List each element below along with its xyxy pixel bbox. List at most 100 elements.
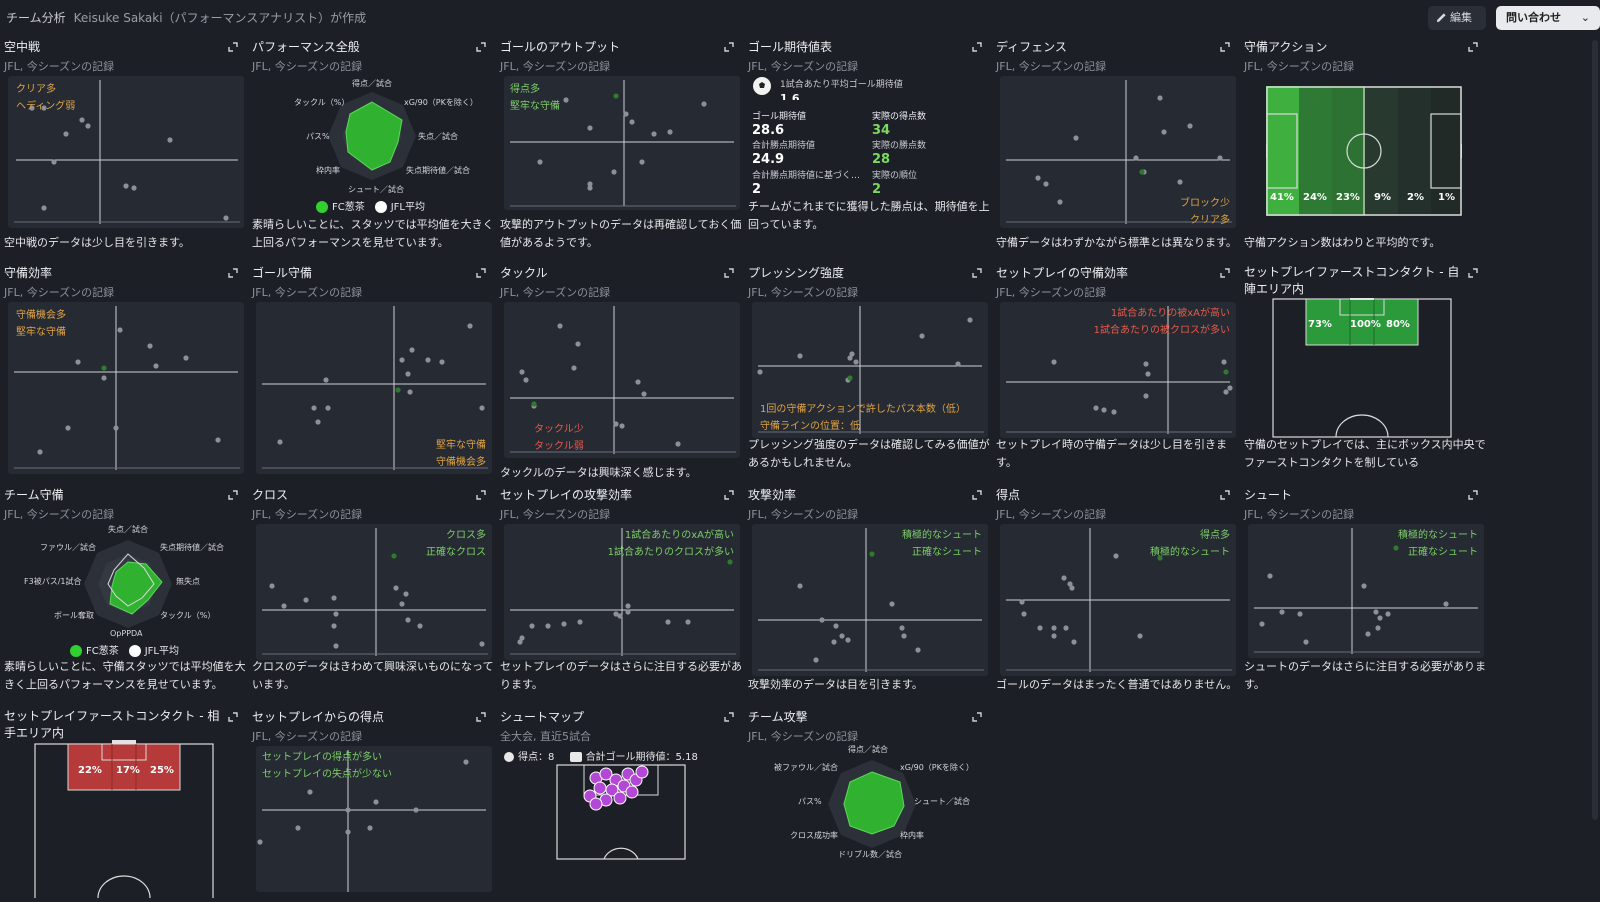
zone-value: 9%	[1374, 192, 1391, 203]
card-subtitle: JFL, 今シーズンの記録	[748, 286, 859, 299]
radar-axis-label: シュート／試合	[348, 185, 404, 194]
expand-icon[interactable]	[476, 490, 486, 500]
quadrant-tag: 得点多	[1200, 530, 1230, 541]
radar-axis-label: xG/90（PKを除く）	[900, 763, 974, 772]
legend-team: FC葱茶	[316, 198, 365, 213]
card-aerial[interactable]: 空中戦 JFL, 今シーズンの記録 クリア多 ヘディング弱 空中戦のデータは少し…	[4, 38, 244, 260]
card-att-efficiency[interactable]: 攻撃効率 JFL, 今シーズンの記録 積極的なシュート 正確なシュート 攻撃効率…	[748, 486, 988, 708]
card-subtitle: JFL, 今シーズンの記録	[4, 60, 115, 73]
contact-button[interactable]: 問い合わせ ⌄	[1496, 6, 1600, 30]
points-label: 実際の勝点数	[872, 141, 927, 151]
expand-icon[interactable]	[476, 712, 486, 722]
quadrant-tag: 得点多	[510, 84, 540, 95]
expand-icon[interactable]	[476, 268, 486, 278]
zone-value: 25%	[150, 765, 174, 776]
radar-axis-label: xG/90（PKを除く）	[404, 98, 478, 107]
card-sp-attack[interactable]: セットプレイの攻撃効率 JFL, 今シーズンの記録 1試合あたりのxAが高い 1…	[500, 486, 742, 708]
card-tackle[interactable]: タックル JFL, 今シーズンの記録 タックル少 タックル弱 タックルのデータは…	[500, 264, 740, 486]
card-def-actions[interactable]: 守備アクション JFL, 今シーズンの記録 41% 24% 23% 9% 2% …	[1244, 38, 1484, 260]
page-scrollbar[interactable]	[1592, 40, 1598, 820]
edit-button[interactable]: 編集	[1428, 6, 1486, 30]
card-team-attack[interactable]: チーム攻撃 JFL, 今シーズンの記録 得点／試合 xG/90（PKを除く） シ…	[748, 708, 988, 898]
card-team-defence[interactable]: チーム守備 JFL, 今シーズンの記録 失点／試合 失点期待値／試合 無失点 タ…	[4, 486, 246, 708]
scatter-quadrant	[757, 306, 984, 434]
expand-icon[interactable]	[724, 268, 734, 278]
expand-icon[interactable]	[724, 42, 734, 52]
card-title: セットプレイからの得点	[252, 710, 385, 724]
card-sp-defence[interactable]: セットプレイの守備効率 JFL, 今シーズンの記録 1試合あたりの被xAが高い …	[996, 264, 1236, 486]
card-title: ディフェンス	[996, 40, 1067, 54]
expand-icon[interactable]	[1468, 490, 1478, 500]
quadrant-tag: クリア多	[1190, 215, 1230, 226]
card-title: パフォーマンス全般	[252, 40, 360, 54]
expand-icon[interactable]	[1468, 268, 1478, 278]
xg-avg-label: 1試合あたり平均ゴール期待値	[780, 80, 903, 90]
card-sp-goals[interactable]: セットプレイからの得点 JFL, 今シーズンの記録 セットプレイの得点が多い セ…	[252, 708, 492, 898]
card-def-efficiency[interactable]: 守備効率 JFL, 今シーズンの記録 守備機会多 堅牢な守備	[4, 264, 244, 486]
expand-icon[interactable]	[228, 712, 238, 722]
radar-axis-label: ファウル／試合	[40, 543, 96, 552]
expand-icon[interactable]	[1220, 268, 1230, 278]
card-subtitle: JFL, 今シーズンの記録	[500, 286, 611, 299]
quadrant-tag: タックル弱	[534, 441, 584, 452]
pencil-icon	[1436, 13, 1446, 23]
card-subtitle: JFL, 今シーズンの記録	[996, 508, 1107, 521]
card-subtitle: JFL, 今シーズンの記録	[748, 508, 859, 521]
card-caption: タックルのデータは興味深く感じます。	[500, 466, 697, 479]
penalty-box-zones: 73% 100% 80%	[1272, 296, 1452, 438]
card-sp-first-opp[interactable]: セットプレイファーストコンタクト - 相手エリア内 22% 17% 25%	[4, 708, 244, 902]
expand-icon[interactable]	[724, 490, 734, 500]
zone-value: 2%	[1407, 192, 1424, 203]
top-bar: チーム分析 Keisuke Sakaki（パフォーマンスアナリスト）が作成 編集 …	[0, 0, 1600, 36]
card-performance[interactable]: パフォーマンス全般 JFL, 今シーズンの記録 得点／試合 xG/90（PKを除…	[252, 38, 494, 260]
card-title: プレッシング強度	[748, 266, 845, 280]
card-goals[interactable]: 得点 JFL, 今シーズンの記録 得点多 積極的なシュート ゴールのデータはまっ…	[996, 486, 1237, 708]
xg-icon	[569, 752, 582, 762]
card-subtitle: JFL, 今シーズンの記録	[1244, 508, 1355, 521]
contact-button-label: 問い合わせ	[1506, 11, 1561, 24]
pitch	[1263, 86, 1465, 216]
scatter-plot: 積極的なシュート 正確なシュート	[752, 524, 988, 676]
radar-axis-label: F3被パス/1試合	[24, 577, 82, 586]
shot-map-pitch	[556, 764, 686, 860]
scatter-plot: ブロック少 クリア多	[1000, 76, 1236, 228]
quadrant-tag: 守備機会多	[16, 310, 66, 321]
expand-icon[interactable]	[1220, 42, 1230, 52]
card-gk[interactable]: ゴール守備 JFL, 今シーズンの記録 堅牢な守備 守備機会多	[252, 264, 492, 486]
card-caption: 守備のセットプレイでは、主にボックス内中央でファーストコンタクトを制している	[1244, 438, 1486, 469]
expand-icon[interactable]	[724, 712, 734, 722]
expand-icon[interactable]	[1468, 42, 1478, 52]
card-cross[interactable]: クロス JFL, 今シーズンの記録 クロス多 正確なクロス クロスのデータはきわ…	[252, 486, 493, 708]
expand-icon[interactable]	[972, 490, 982, 500]
expand-icon[interactable]	[972, 712, 982, 722]
card-shots[interactable]: シュート JFL, 今シーズンの記録 積極的なシュート 正確なシュート シュート…	[1244, 486, 1486, 708]
card-pressing[interactable]: プレッシング強度 JFL, 今シーズンの記録 1回の守備アクションで許したパス本…	[748, 264, 990, 486]
card-subtitle: JFL, 今シーズンの記録	[252, 508, 363, 521]
scatter-quadrant	[510, 306, 736, 454]
expand-icon[interactable]	[228, 490, 238, 500]
expand-icon[interactable]	[1220, 490, 1230, 500]
scatter-quadrant	[1254, 528, 1480, 654]
card-shotmap[interactable]: シュートマップ 全大会, 直近5試合 得点：8 合計ゴール期待値：5.18	[500, 708, 740, 898]
card-caption: 守備アクション数はわりと平均的です。	[1244, 236, 1441, 249]
expand-icon[interactable]	[476, 42, 486, 52]
radar-chart	[828, 760, 916, 848]
scatter-plot: クリア多 ヘディング弱	[8, 76, 244, 228]
expand-icon[interactable]	[972, 42, 982, 52]
legend-team-label: FC葱茶	[86, 646, 119, 657]
pitch-zones: 41% 24% 23% 9% 2% 1%	[1263, 86, 1465, 216]
card-defence[interactable]: ディフェンス JFL, 今シーズンの記録 ブロック少 クリア多 守備データはわず…	[996, 38, 1237, 260]
scatter-quadrant	[1006, 528, 1232, 672]
card-output[interactable]: ゴールのアウトプット JFL, 今シーズンの記録 得点多 堅牢な守備 攻撃的アウ…	[500, 38, 741, 260]
radar-axis-label: 枠内率	[900, 831, 924, 840]
zone-value: 17%	[116, 765, 140, 776]
legend-team-label: FC葱茶	[332, 202, 365, 213]
card-subtitle: JFL, 今シーズンの記録	[500, 508, 611, 521]
expand-icon[interactable]	[228, 42, 238, 52]
expand-icon[interactable]	[228, 268, 238, 278]
card-sp-first-own[interactable]: セットプレイファーストコンタクト - 自陣エリア内 73% 100% 80% 守…	[1244, 264, 1486, 486]
card-title: 攻撃効率	[748, 488, 797, 502]
expand-icon[interactable]	[972, 268, 982, 278]
xpts-value: 24.9	[752, 152, 785, 167]
card-xg-table[interactable]: ゴール期待値表 JFL, 今シーズンの記録 1試合あたり平均ゴール期待値 1.6…	[748, 38, 990, 260]
